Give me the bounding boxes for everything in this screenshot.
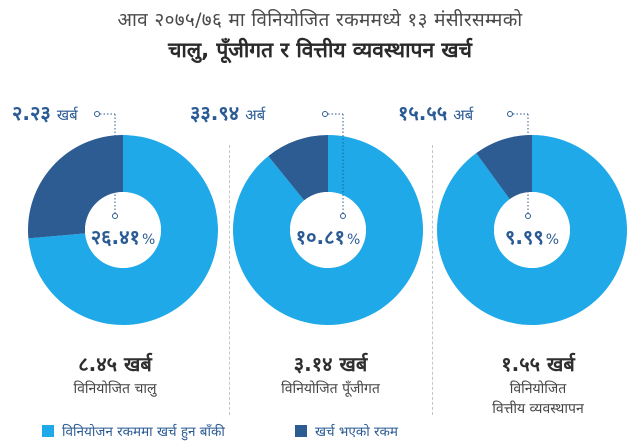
percent-value-capital: १०.८१ xyxy=(296,225,345,249)
percent-label-financial: ९.९९% xyxy=(505,225,559,249)
chart-title-line2: चालु, पूँजीगत र वित्तीय व्यवस्थापन खर्च xyxy=(168,38,472,62)
legend-label-remaining: विनियोजन रकममा खर्च हुन बाँकी xyxy=(62,424,225,440)
slice-spent-current xyxy=(28,135,123,239)
chart-title-line1: आव २०७५/७६ मा विनियोजित रकममध्ये १३ मंसी… xyxy=(117,9,523,31)
caption-capital-line1: विनियोजित पूँजीगत xyxy=(281,381,380,397)
percent-label-current: २६.४१% xyxy=(91,225,156,249)
spent-unit-current: खर्ब xyxy=(57,106,79,124)
leader-end-dot-capital xyxy=(340,213,346,219)
legend-label-spent: खर्च भएको रकम xyxy=(315,424,398,440)
donut-hole-capital xyxy=(290,192,366,268)
spent-label-capital: ३३.९४ अर्ब xyxy=(190,101,266,125)
allocation-amount-current: ८.४५ खर्ब xyxy=(78,352,152,376)
caption-financial-line2: वित्तीय व्यवस्थापन xyxy=(492,401,584,417)
spent-value-financial: १५.५५ xyxy=(398,101,447,125)
divider-1 xyxy=(229,145,230,415)
donut-hole-current xyxy=(85,192,161,268)
leader-end-dot-current xyxy=(112,213,118,219)
percent-value-current: २६.४१ xyxy=(91,225,140,249)
legend-swatch-remaining xyxy=(42,425,54,437)
caption-current: विनियोजित चालु xyxy=(40,379,190,399)
percent-unit-capital: % xyxy=(347,232,360,248)
leader-start-dot-capital xyxy=(322,111,328,117)
spent-unit-capital: अर्ब xyxy=(245,106,266,124)
caption-financial-line1: विनियोजित xyxy=(509,381,567,397)
spent-value-current: २.२३ xyxy=(12,101,51,125)
caption-current-line1: विनियोजित चालु xyxy=(73,381,157,397)
spent-unit-financial: अर्ब xyxy=(453,106,474,124)
divider-2 xyxy=(432,145,433,415)
leader-start-dot-current xyxy=(94,111,100,117)
percent-unit-current: % xyxy=(142,232,155,248)
legend-item-remaining: विनियोजन रकममा खर्च हुन बाँकी xyxy=(42,422,225,440)
slice-spent-capital xyxy=(268,135,328,201)
donut-hole-financial xyxy=(494,192,570,268)
percent-unit-financial: % xyxy=(546,232,559,248)
slice-spent-financial xyxy=(476,135,532,200)
legend-item-spent: खर्च भएको रकम xyxy=(295,422,398,440)
percent-value-financial: ९.९९ xyxy=(505,225,544,249)
spent-label-current: २.२३ खर्ब xyxy=(12,101,79,125)
slice-remaining-current xyxy=(28,135,218,326)
legend-swatch-spent xyxy=(295,425,307,437)
spent-value-capital: ३३.९४ xyxy=(190,101,239,125)
allocation-amount-capital: ३.१४ खर्ब xyxy=(293,352,368,376)
leader-start-dot-financial xyxy=(507,111,513,117)
allocation-amount-financial: १.५५ खर्ब xyxy=(501,352,575,376)
percent-label-capital: १०.८१% xyxy=(296,225,361,249)
slice-remaining-financial xyxy=(437,135,628,325)
spent-label-financial: १५.५५ अर्ब xyxy=(398,101,474,125)
leader-end-dot-financial xyxy=(525,213,531,219)
caption-capital: विनियोजित पूँजीगत xyxy=(248,379,413,399)
slice-remaining-capital xyxy=(233,135,424,325)
caption-financial: विनियोजित वित्तीय व्यवस्थापन xyxy=(458,379,618,419)
